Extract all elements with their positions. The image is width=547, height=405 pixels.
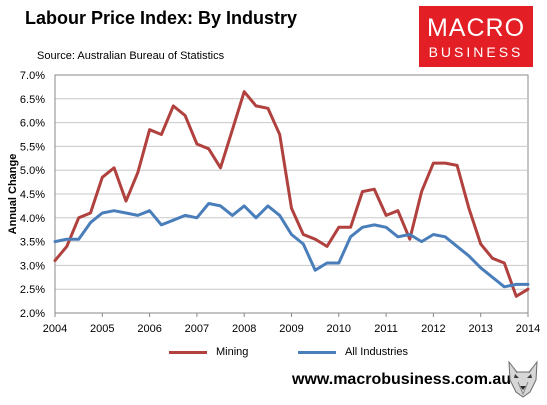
y-tick-label: 3.0%	[20, 260, 45, 272]
x-tick-label: 2013	[468, 323, 492, 335]
source-note: Source: Australian Bureau of Statistics	[37, 50, 225, 62]
series-lines	[53, 90, 530, 298]
axes	[54, 75, 529, 317]
x-tick-label: 2006	[137, 323, 161, 335]
chart-title: Labour Price Index: By Industry	[25, 8, 298, 28]
legend-swatch-all-industries	[298, 350, 336, 354]
y-tick-label: 5.0%	[20, 165, 45, 177]
y-tick-label: 4.0%	[20, 213, 45, 225]
x-axis-tick-labels: 2004 2005 2006 2007 2008 2009 2010 2011 2012 2013…	[43, 323, 540, 335]
legend-item-all-industries: All Industries	[298, 346, 408, 358]
x-tick-label: 2008	[232, 323, 256, 335]
legend-label-mining: Mining	[216, 346, 249, 358]
y-tick-label: 7.0%	[20, 70, 45, 82]
logo-line-2: BUSINESS	[428, 44, 524, 60]
legend-item-mining: Mining	[169, 346, 248, 358]
y-tick-label: 2.5%	[20, 284, 45, 296]
x-tick-label: 2009	[279, 323, 303, 335]
macro-business-logo: MACRO BUSINESS	[419, 6, 533, 67]
website-url: www.macrobusiness.com.au	[292, 371, 512, 388]
y-tick-label: 6.5%	[20, 94, 45, 106]
y-tick-label: 3.5%	[20, 237, 45, 249]
y-axis-tick-labels: 2.0% 2.5% 3.0% 3.5% 4.0% 4.5% 5.0% 5.5% 6.0% 6.5%…	[20, 70, 45, 320]
x-tick-label: 2005	[90, 323, 114, 335]
legend-swatch-mining	[169, 350, 207, 354]
x-tick-label: 2004	[43, 323, 67, 335]
series-line-all-industries	[53, 202, 530, 289]
x-tick-label: 2011	[374, 323, 398, 335]
x-tick-label: 2014	[516, 323, 540, 335]
y-tick-label: 4.5%	[20, 189, 45, 201]
y-axis-label: Annual Change	[7, 154, 19, 235]
y-tick-label: 5.5%	[20, 141, 45, 153]
legend-label-all-industries: All Industries	[345, 346, 408, 358]
logo-line-1: MACRO	[426, 14, 526, 42]
x-tick-label: 2007	[185, 323, 209, 335]
wolf-mascot-icon	[508, 360, 538, 398]
x-tick-label: 2010	[327, 323, 351, 335]
x-tick-label: 2012	[421, 323, 445, 335]
y-tick-label: 6.0%	[20, 118, 45, 130]
series-line-mining	[53, 90, 530, 298]
y-tick-label: 2.0%	[20, 308, 45, 320]
